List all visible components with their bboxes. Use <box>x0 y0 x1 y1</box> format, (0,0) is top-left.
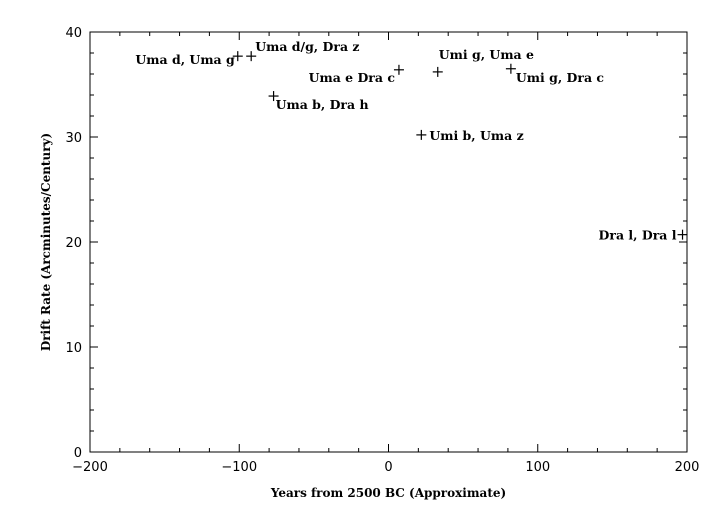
y-tick-label: 30 <box>65 131 82 146</box>
data-point <box>505 63 516 74</box>
data-point <box>246 51 257 62</box>
point-label: Uma d, Uma g <box>135 52 235 67</box>
data-point <box>268 91 279 102</box>
y-tick-label: 0 <box>74 446 82 461</box>
y-tick-label: 10 <box>65 341 82 356</box>
x-tick-label: −100 <box>221 460 257 475</box>
point-label: Uma e Dra c <box>309 70 396 85</box>
point-label: Dra l, Dra l <box>599 228 677 243</box>
data-point <box>677 229 688 240</box>
data-point <box>432 66 443 77</box>
data-point <box>393 64 404 75</box>
axis-ticks <box>89 31 688 453</box>
x-tick-label: −200 <box>72 460 108 475</box>
point-label: Umi b, Uma z <box>429 128 523 143</box>
point-label: Uma b, Dra h <box>276 97 369 112</box>
x-tick-labels: −200 −100 0 100 200 <box>72 460 699 475</box>
point-label: Umi g, Dra c <box>516 70 605 85</box>
data-point <box>232 51 243 62</box>
x-tick-label: 200 <box>675 460 700 475</box>
x-tick-label: 100 <box>525 460 550 475</box>
data-point <box>416 129 427 140</box>
point-labels: Uma d, Uma g Uma d/g, Dra z Uma b, Dra h Um… <box>135 39 677 243</box>
y-axis-label: Drift Rate (Arcminutes/Century) <box>39 133 53 351</box>
data-points <box>232 51 688 240</box>
x-axis-label: Years from 2500 BC (Approximate) <box>270 486 506 500</box>
x-tick-label: 0 <box>384 460 392 475</box>
y-tick-label: 20 <box>65 236 82 251</box>
point-label: Uma d/g, Dra z <box>255 39 359 54</box>
point-label: Umi g, Uma e <box>439 47 534 62</box>
y-tick-labels: 0 10 20 30 40 <box>65 26 82 461</box>
y-tick-label: 40 <box>65 26 82 41</box>
plot-frame <box>89 31 688 453</box>
